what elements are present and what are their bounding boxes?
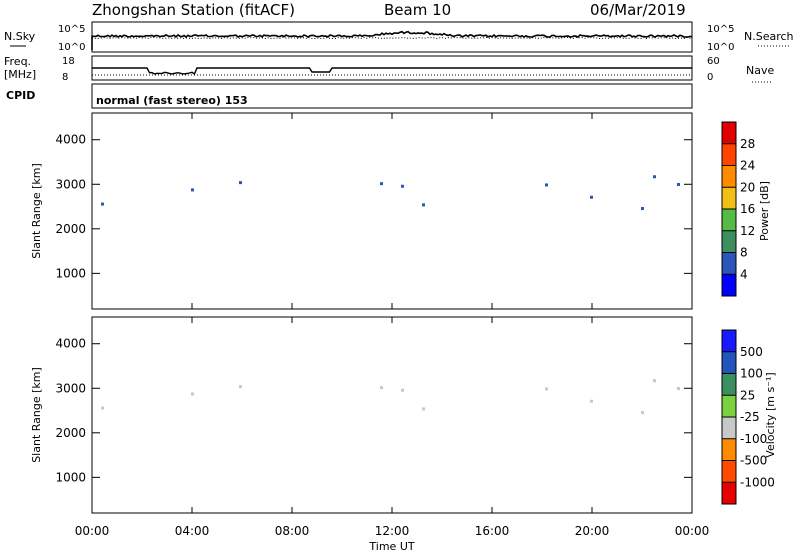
freq-tick-bottom: 8 (62, 72, 68, 83)
nsearch-trace (91, 36, 693, 40)
heatmap-cell (545, 183, 548, 187)
heatmap-cell (653, 175, 656, 179)
power-colorbar-tick-label: 12 (740, 224, 755, 238)
heatmap-cell (191, 188, 194, 192)
y-tick-label: 2000 (55, 222, 86, 236)
date-title: 06/Mar/2019 (590, 1, 686, 19)
power-colorbar-swatch (722, 274, 736, 296)
power-y-axis: 1000 2000 3000 4000 (55, 133, 692, 280)
nave-tick-top: 60 (707, 56, 720, 67)
power-colorbar-tick-label: 8 (740, 246, 748, 260)
nsky-tick-top: 10^5 (58, 24, 85, 35)
heatmap-cell (380, 386, 383, 390)
freq-tick-top: 18 (62, 56, 75, 67)
power-heatmap (101, 175, 680, 211)
power-colorbar-tick-label: 20 (740, 180, 755, 194)
heatmap-cell (380, 182, 383, 186)
power-colorbar-tick-label: 28 (740, 137, 755, 151)
heatmap-cell (401, 184, 404, 188)
heatmap-cell (641, 207, 644, 211)
power-colorbar-swatch (722, 230, 736, 253)
heatmap-cell (590, 195, 593, 199)
y-tick-label: 3000 (55, 177, 86, 191)
nave-tick-bottom: 0 (707, 72, 713, 83)
heatmap-cell (545, 387, 548, 391)
power-colorbar: 4 8 12 16 20 24 28 (721, 121, 755, 297)
heatmap-cell (401, 388, 404, 392)
freq-unit: [MHz] (4, 68, 36, 81)
freq-label: Freq. (4, 55, 31, 68)
freq-trace (92, 67, 692, 76)
heatmap-cell (101, 202, 104, 206)
power-colorbar-label: Power [dB] (758, 181, 771, 241)
power-colorbar-swatch (722, 165, 736, 188)
velocity-heatmap (101, 379, 680, 415)
heatmap-cell (239, 385, 242, 389)
cpid-text: normal (fast stereo) 153 (96, 94, 248, 107)
power-colorbar-tick-label: 16 (740, 202, 755, 216)
heatmap-cell (239, 181, 242, 185)
nsky-trace (91, 30, 693, 50)
beam-title: Beam 10 (384, 1, 451, 19)
cpid-strip-frame (91, 83, 693, 109)
nave-label: Nave (746, 64, 774, 77)
y-tick-label: 1000 (55, 266, 86, 280)
heatmap-cell (422, 203, 425, 207)
power-colorbar-swatch (722, 143, 736, 166)
power-colorbar-swatch (722, 187, 736, 209)
power-colorbar-swatch (722, 209, 736, 231)
nsky-label: N.Sky (4, 30, 36, 43)
y-tick-label: 4000 (55, 133, 86, 147)
power-colorbar-swatch (722, 252, 736, 275)
power-colorbar-tick-label: 4 (740, 267, 748, 281)
nsearch-tick-top: 10^5 (707, 24, 734, 35)
nsearch-label: N.Search (744, 30, 794, 43)
cpid-label: CPID (6, 89, 35, 102)
heatmap-cell (590, 399, 593, 403)
nsearch-tick-bottom: 10^0 (707, 42, 734, 53)
station-title: Zhongshan Station (fitACF) (92, 1, 295, 19)
heatmap-cell (101, 406, 104, 410)
power-colorbar-tick-label: 24 (740, 159, 755, 173)
power-colorbar-swatch (722, 122, 736, 144)
power-panel-frame (91, 112, 693, 310)
heatmap-cell (677, 182, 680, 186)
heatmap-cell (422, 407, 425, 411)
nsky-tick-bottom: 10^0 (58, 42, 85, 53)
power-y-label: Slant Range [km] (30, 163, 43, 259)
heatmap-cell (191, 392, 194, 396)
